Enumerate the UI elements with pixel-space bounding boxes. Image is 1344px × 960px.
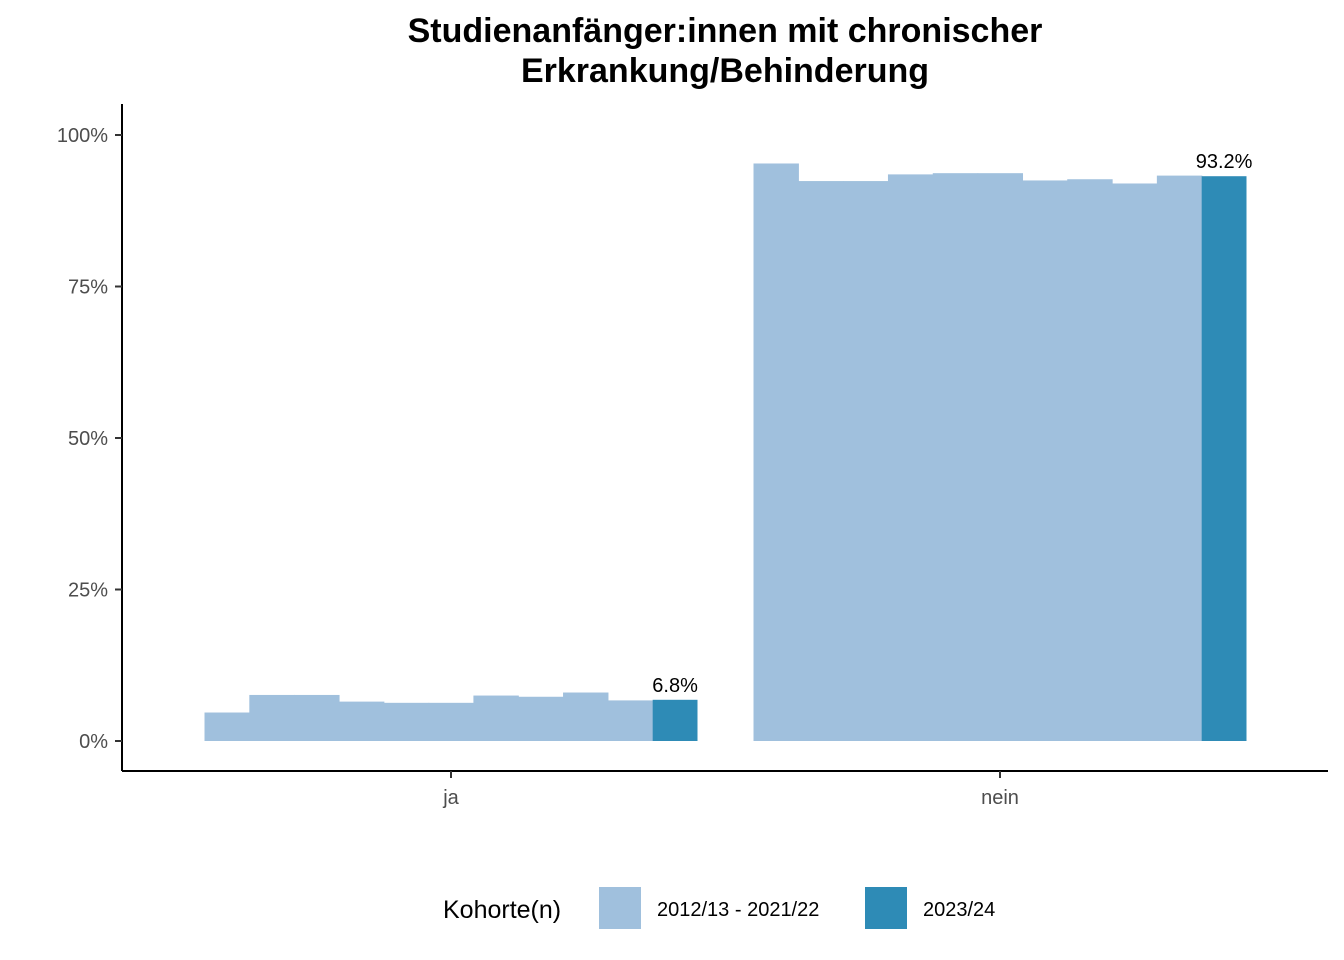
bar-nein-history-9	[1156, 175, 1203, 742]
chart-title-line-1: Studienanfänger:innen mit chronischer	[408, 12, 1043, 50]
bar-nein-history-0	[753, 163, 799, 741]
bar-ja-history-6	[473, 695, 519, 741]
bar-ja-history-8	[563, 692, 609, 741]
bar-nein-history-6	[1022, 180, 1068, 741]
chart-title-line-2: Erkrankung/Behinderung	[521, 52, 929, 90]
bar-nein-current	[1201, 176, 1247, 741]
bar-nein-history-5	[977, 173, 1024, 742]
bar-ja-history-2	[294, 694, 340, 741]
y-tick-label-1: 25%	[68, 580, 108, 602]
bar-ja-history-7	[518, 696, 564, 741]
bar-nein-history-2	[843, 181, 889, 741]
bar-ja-history-4	[383, 702, 430, 741]
data-label-nein: 93.2%	[1196, 151, 1253, 173]
bar-nein-history-4	[932, 173, 979, 742]
plot-area: 0% 25% 50% 75% 100% 6.8% ja 93.2% nein	[57, 104, 1328, 809]
x-tick-label-ja: ja	[442, 787, 459, 809]
bar-ja-history-9	[607, 700, 654, 741]
legend-key-current	[865, 887, 907, 929]
bar-ja-current	[652, 699, 698, 741]
bar-ja-history-1	[249, 694, 295, 741]
bar-nein-history-8	[1112, 183, 1158, 742]
legend-label-history: 2012/13 - 2021/22	[657, 899, 819, 921]
bar-ja-history-0	[204, 712, 250, 741]
legend-key-history	[599, 887, 641, 929]
bar-ja-history-3	[338, 701, 385, 741]
bar-nein-history-7	[1067, 179, 1113, 741]
data-label-ja: 6.8%	[652, 675, 698, 697]
y-tick-label-2: 50%	[68, 428, 108, 450]
bar-nein-history-3	[887, 174, 934, 741]
y-tick-label-3: 75%	[68, 277, 108, 299]
x-tick-label-nein: nein	[981, 787, 1019, 809]
bar-nein-history-1	[798, 181, 844, 741]
bar-ja-history-5	[428, 702, 475, 741]
legend: Kohorte(n) 2012/13 - 2021/22 2023/24	[443, 887, 995, 929]
legend-title: Kohorte(n)	[443, 896, 561, 924]
legend-label-current: 2023/24	[923, 899, 995, 921]
y-tick-label-4: 100%	[57, 125, 108, 147]
y-tick-label-0: 0%	[79, 731, 108, 753]
